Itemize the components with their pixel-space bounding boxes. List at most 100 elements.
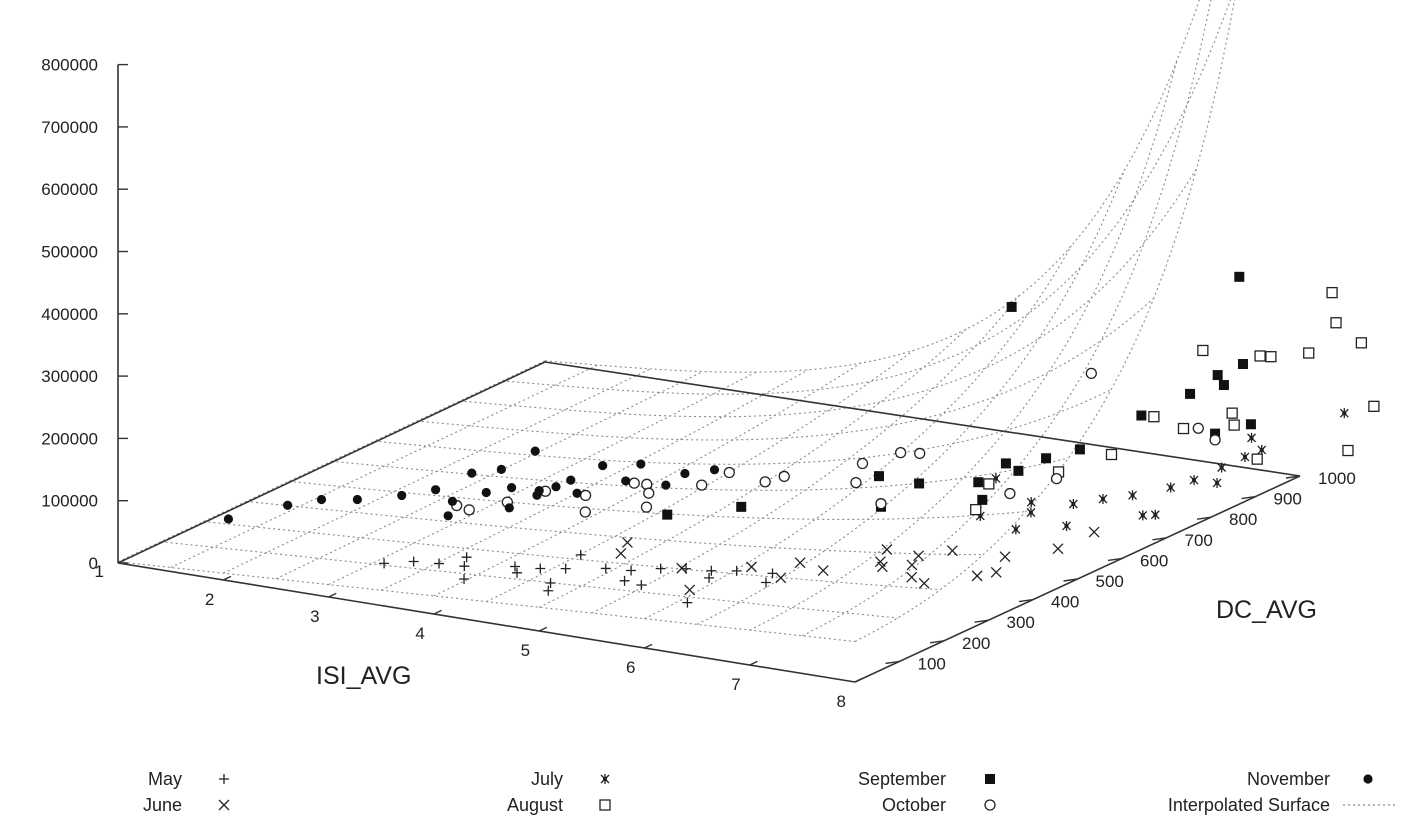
point-may xyxy=(760,577,771,588)
point-september xyxy=(736,501,747,512)
point-june xyxy=(794,557,806,569)
x-tick-mark xyxy=(854,677,863,683)
point-july xyxy=(1029,500,1034,505)
point-june xyxy=(684,584,696,596)
point-may xyxy=(543,585,554,596)
y-tick-mark xyxy=(1018,598,1034,603)
y-tick-label: 800 xyxy=(1229,510,1257,529)
x-tick-label: 2 xyxy=(205,590,214,609)
point-august xyxy=(1265,351,1277,363)
y-tick-label: 200 xyxy=(962,634,990,653)
surface-line xyxy=(328,371,756,585)
point-july xyxy=(1140,513,1145,518)
point-november xyxy=(223,514,234,524)
point-october xyxy=(1004,487,1016,500)
point-may xyxy=(459,561,470,572)
point-november xyxy=(443,511,453,521)
point-june xyxy=(999,551,1011,563)
point-november xyxy=(352,494,362,505)
y-tick-label: 1000 xyxy=(1318,469,1356,488)
point-july xyxy=(1071,501,1076,506)
point-september xyxy=(1074,444,1085,455)
point-august xyxy=(1105,448,1118,461)
legend-label: August xyxy=(507,795,563,815)
point-november xyxy=(551,482,561,492)
point-october xyxy=(856,457,869,470)
point-october xyxy=(723,466,735,479)
point-august xyxy=(1303,347,1315,359)
point-june xyxy=(1052,543,1064,555)
x-tick-label: 6 xyxy=(626,658,635,677)
surface-line xyxy=(170,364,598,568)
point-june xyxy=(775,572,787,584)
point-september xyxy=(1245,419,1256,430)
point-june xyxy=(946,545,958,557)
point-june xyxy=(1088,526,1100,538)
legend-marker xyxy=(599,799,611,811)
point-july xyxy=(1249,435,1254,440)
x-tick-mark xyxy=(538,626,548,632)
point-august xyxy=(1330,317,1342,329)
x-axis-line xyxy=(117,562,856,683)
point-may xyxy=(682,597,693,608)
point-may xyxy=(704,572,715,583)
point-august xyxy=(1254,350,1266,362)
surface-line xyxy=(160,541,898,619)
x-tick-label: 4 xyxy=(415,624,424,643)
y-tick-label: 400 xyxy=(1051,593,1079,612)
point-november xyxy=(661,480,671,490)
point-august xyxy=(983,478,995,490)
point-november xyxy=(283,500,293,510)
z-tick-label: 300000 xyxy=(41,367,98,386)
surface-line xyxy=(749,61,1178,631)
data-points xyxy=(223,271,1380,608)
legend-label: November xyxy=(1247,769,1330,789)
point-may xyxy=(575,549,586,560)
point-november xyxy=(530,446,540,456)
point-june xyxy=(676,562,688,574)
surface-line xyxy=(275,371,704,580)
point-november xyxy=(431,485,441,495)
surface-line xyxy=(502,0,1231,395)
legend-marker xyxy=(218,799,230,811)
point-october xyxy=(640,501,653,513)
z-tick-label: 100000 xyxy=(41,492,98,511)
legend-label: June xyxy=(143,795,182,815)
y-tick-mark xyxy=(1285,475,1301,479)
y-tick-mark xyxy=(1107,557,1123,562)
point-november xyxy=(496,464,506,474)
surface-line xyxy=(117,561,856,643)
legend-marker xyxy=(985,774,995,784)
point-october xyxy=(1192,422,1204,434)
point-november xyxy=(506,483,517,493)
back-left-edge xyxy=(117,361,546,564)
surface-line xyxy=(459,168,1198,418)
point-october xyxy=(759,476,771,488)
point-june xyxy=(881,544,893,555)
point-june xyxy=(913,550,924,562)
point-august xyxy=(1148,411,1160,423)
point-july xyxy=(1064,523,1069,528)
point-november xyxy=(447,496,458,506)
point-october xyxy=(1085,367,1097,380)
point-september xyxy=(1237,359,1248,370)
point-october xyxy=(894,446,907,459)
point-may xyxy=(655,563,666,574)
y-tick-mark xyxy=(885,660,900,665)
point-october xyxy=(463,504,475,516)
y-tick-mark xyxy=(1241,495,1256,500)
surface-line xyxy=(380,369,809,591)
y-tick-label: 900 xyxy=(1274,490,1302,509)
point-may xyxy=(731,565,742,576)
point-july xyxy=(1100,497,1105,502)
legend-label: May xyxy=(148,769,182,789)
point-july xyxy=(1242,454,1247,459)
point-september xyxy=(1234,271,1245,282)
point-october xyxy=(1209,434,1221,446)
surface-line xyxy=(644,245,1072,620)
point-august xyxy=(1355,337,1368,349)
back-right-edge xyxy=(544,361,1301,477)
point-august xyxy=(1197,344,1209,357)
point-september xyxy=(1013,465,1024,476)
